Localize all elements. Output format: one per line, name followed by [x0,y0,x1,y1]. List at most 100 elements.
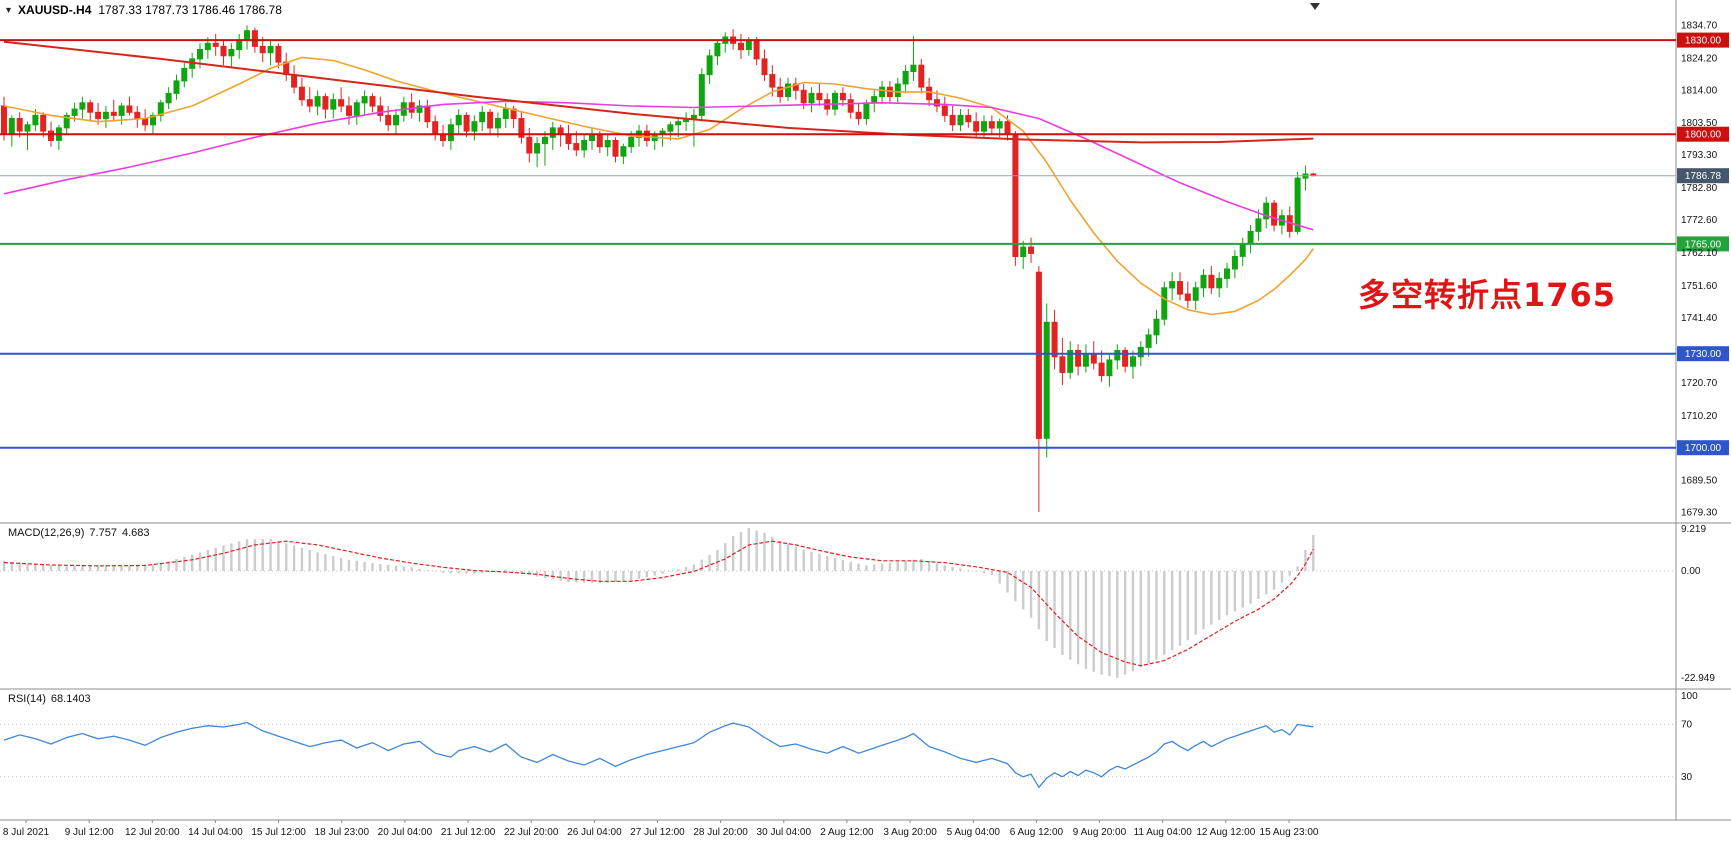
candle [832,90,838,116]
candle [322,93,329,119]
level-badge-1765.00-label: 1765.00 [1685,239,1722,250]
candle [353,99,360,125]
candle [1192,281,1199,310]
candle [1106,353,1113,387]
symbol-timeframe-label: XAUUSD-.H4 [18,3,92,17]
candle [416,99,423,122]
x-axis[interactable]: 8 Jul 2021 9 Jul 12:00 12 Jul 20:00 14 Jul … [3,820,1319,838]
y-axis-tick-label: 1824.20 [1681,53,1718,64]
x-axis-label: 27 Jul 12:00 [630,827,685,838]
y-axis-tick-label: 1803.50 [1681,118,1718,129]
x-axis-label: 30 Jul 04:00 [757,827,812,838]
candle [706,49,713,84]
candle [1294,171,1301,235]
y-axis-tick-label: 1762.10 [1681,248,1718,259]
macd-scale-label: 0.00 [1681,566,1701,577]
candle [1263,196,1270,229]
price-levels-layer [0,39,1676,449]
candle [408,93,415,119]
candle [1177,272,1183,301]
candles-layer [1,25,1317,512]
y-axis-tick-label: 1710.20 [1681,411,1718,422]
candle [1082,344,1089,373]
candle [298,77,305,106]
candle [377,96,384,122]
candle [526,127,533,163]
current-price-badge [1677,168,1729,184]
chart-shift-marker[interactable] [1310,3,1320,10]
candle [455,109,462,135]
candle [157,99,164,122]
rsi-scale-label: 100 [1681,691,1698,702]
candle [1255,209,1262,241]
candle [369,93,376,113]
candle [479,106,486,132]
candle [55,124,62,150]
candle [573,131,580,157]
candle [87,99,94,122]
candle [714,40,721,66]
x-axis-label: 22 Jul 20:00 [504,827,559,838]
candle [761,49,768,81]
candle [1051,309,1058,370]
candle [965,109,972,128]
x-axis-label: 15 Aug 23:00 [1260,827,1319,838]
candle [24,121,31,150]
candle [753,37,760,66]
y-axis-tick-label: 1772.60 [1681,215,1718,226]
candle [471,115,478,141]
x-axis-label: 20 Jul 04:00 [378,827,433,838]
candle [330,93,337,119]
candle [275,43,282,69]
candle [1035,265,1042,512]
candle [722,32,729,53]
pivot-annotation-text: 多空转折点1765 [1358,276,1617,314]
candle [534,137,541,168]
candle [1216,272,1223,298]
rsi-line [3,721,1314,789]
candle [816,84,823,106]
candle [361,90,368,116]
candle [346,96,352,125]
candle [620,143,627,164]
x-axis-label: 3 Aug 20:00 [883,827,937,838]
x-axis-label: 14 Jul 04:00 [188,827,243,838]
candle [1122,347,1129,373]
rsi-name: RSI(14) [8,693,46,705]
level-badge-1700.00 [1677,440,1729,456]
macd-indicator-label: MACD(12,26,9) 7.757 4.683 [8,527,154,539]
candle [698,68,705,122]
chart-header: ▾ XAUUSD-.H4 1787.33 1787.73 1786.46 178… [6,3,282,17]
pane-separators[interactable] [0,0,1731,821]
chart-menu-icon[interactable]: ▾ [6,4,12,16]
candle [487,109,494,135]
candle [738,33,744,59]
candle [690,109,697,147]
y-axis[interactable]: 1830.00 1800.00 1765.00 1730.00 1700.00 1786.… [1677,20,1729,783]
candle [79,96,86,119]
candle [1114,344,1121,370]
x-axis-label: 9 Aug 20:00 [1073,827,1127,838]
x-axis-label: 5 Aug 04:00 [947,827,1001,838]
candle [306,87,313,113]
candle [1231,250,1238,279]
candle [134,106,141,128]
candle [220,40,227,66]
candle [973,112,980,138]
candle [1145,328,1152,357]
candle [40,112,47,138]
rsi-value: 68.1403 [50,693,91,705]
candle [424,99,431,128]
rsi-scale-label: 70 [1681,719,1693,730]
candle [110,99,117,122]
level-badge-1765.00 [1677,236,1729,252]
x-axis-label: 12 Jul 20:00 [125,827,180,838]
candle [1161,281,1168,326]
candle [494,112,501,138]
candle [589,127,595,150]
x-axis-label: 8 Jul 2021 [3,827,50,838]
x-axis-label: 15 Jul 12:00 [251,827,306,838]
candle [1090,341,1097,370]
